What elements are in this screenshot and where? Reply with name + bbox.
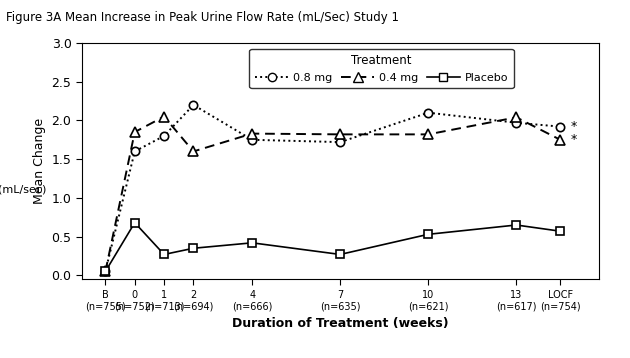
X-axis label: Duration of Treatment (weeks): Duration of Treatment (weeks) — [232, 317, 449, 330]
Text: *: * — [571, 120, 577, 133]
Text: Figure 3A Mean Increase in Peak Urine Flow Rate (mL/Sec) Study 1: Figure 3A Mean Increase in Peak Urine Fl… — [6, 11, 399, 24]
Legend: 0.8 mg, 0.4 mg, Placebo: 0.8 mg, 0.4 mg, Placebo — [249, 49, 513, 88]
Text: *: * — [571, 133, 577, 146]
Y-axis label: Mean Change: Mean Change — [33, 118, 46, 204]
Text: (mL/sec): (mL/sec) — [0, 184, 47, 194]
